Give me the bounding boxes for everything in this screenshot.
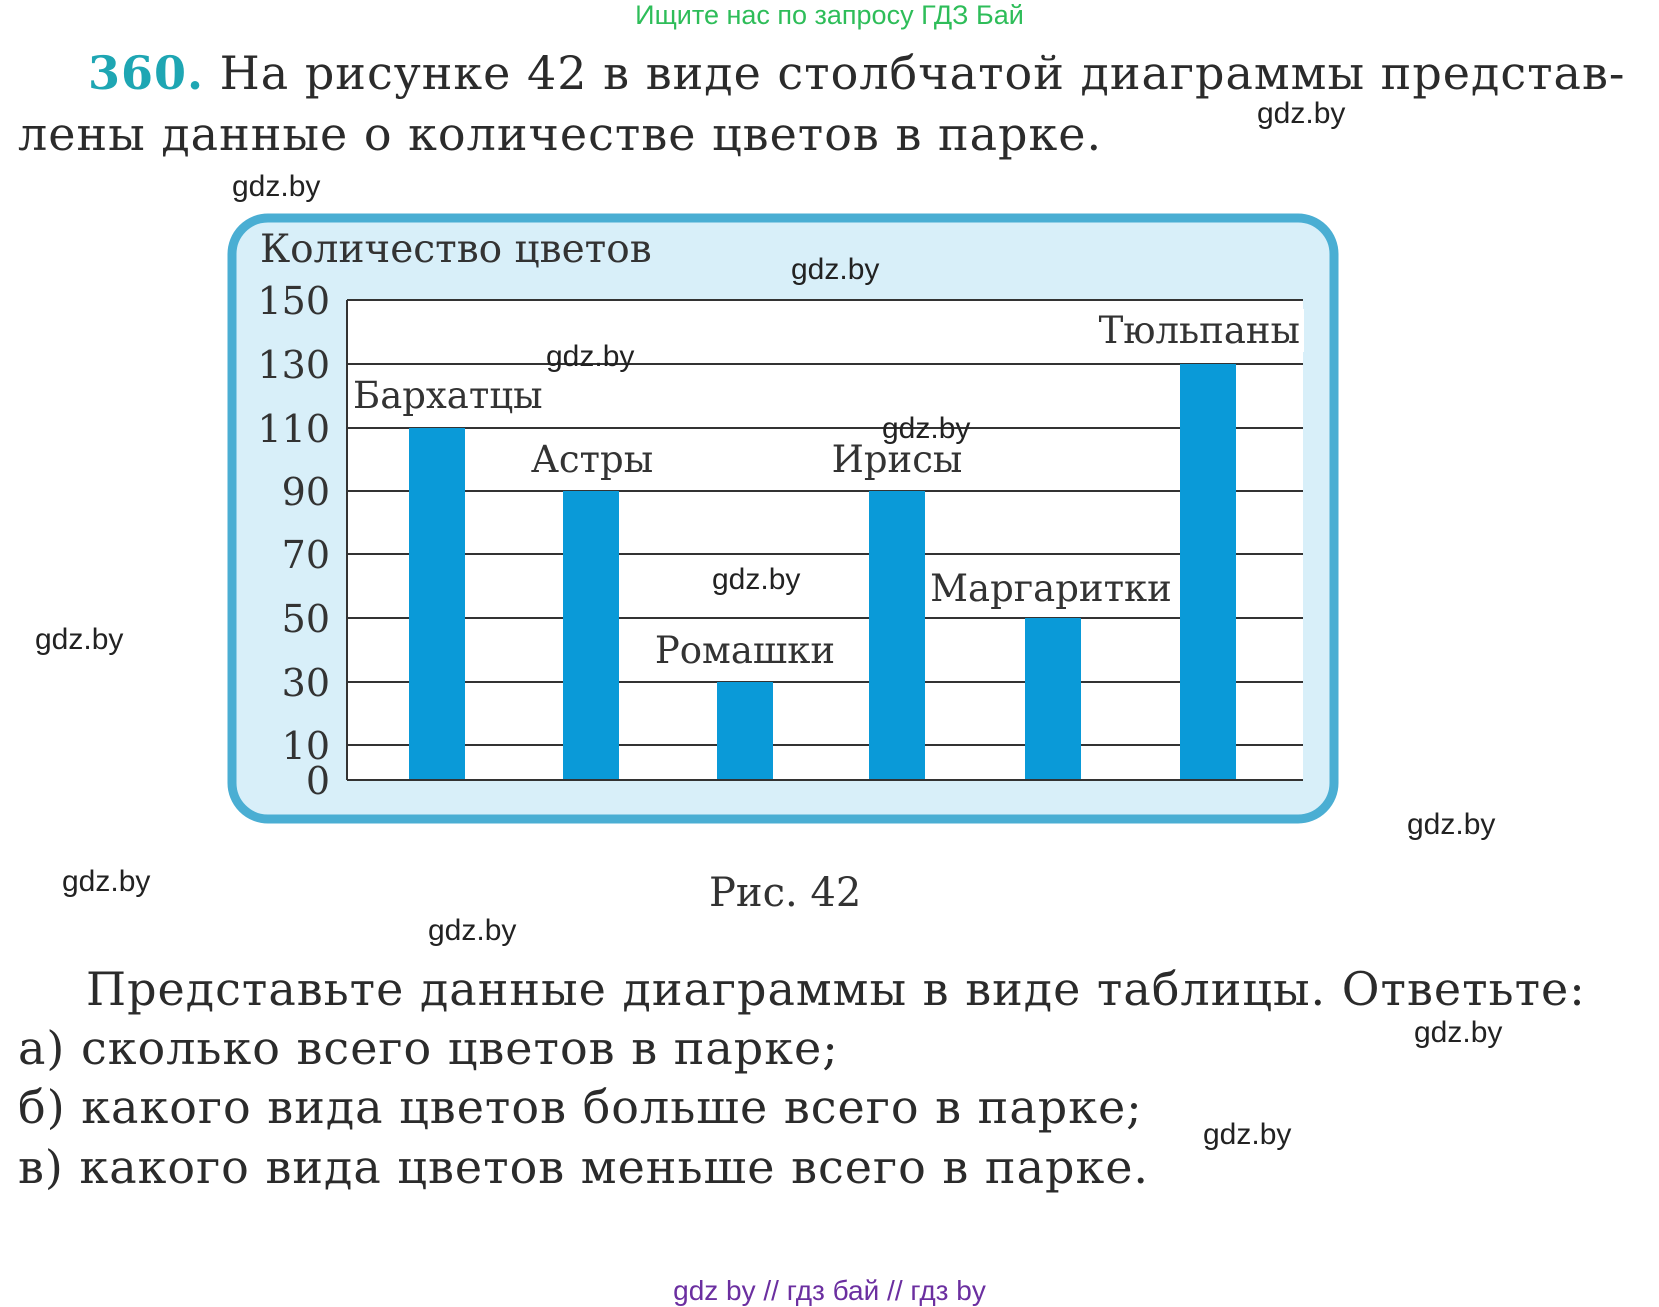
task-number: 360.	[88, 46, 205, 100]
bar-label: Тюльпаны	[1099, 309, 1300, 352]
task-text-line-2: лены данные о количестве цветов в парке.	[18, 107, 1103, 161]
bar-label-background	[1094, 309, 1304, 352]
y-tick-label: 130	[257, 343, 330, 387]
plot-area	[347, 300, 1303, 780]
y-tick-label: 90	[282, 470, 330, 514]
bar-label-background	[827, 438, 967, 481]
bar	[563, 491, 619, 779]
y-tick-label: 0	[306, 759, 330, 803]
footer-links: gdz by // гдз бай // гдз by	[673, 1275, 986, 1306]
question-c: в) какого вида цветов меньше всего в пар…	[18, 1140, 1150, 1194]
bar	[1180, 364, 1236, 779]
watermark: gdz.by	[1203, 1118, 1292, 1151]
question-b: б) какого вида цветов больше всего в пар…	[18, 1080, 1143, 1134]
bar-label-background	[526, 438, 658, 481]
bar-label: Маргаритки	[930, 567, 1172, 610]
bar	[1025, 618, 1081, 779]
question-intro: Представьте данные диаграммы в виде табл…	[86, 962, 1586, 1016]
bars	[409, 364, 1236, 779]
bar	[869, 491, 925, 779]
figure-caption: Рис. 42	[709, 870, 862, 916]
watermark: gdz.by	[428, 914, 517, 947]
bar-label-background	[650, 629, 840, 672]
watermark: gdz.by	[232, 170, 321, 203]
y-tick-label: 30	[282, 661, 330, 705]
chart-title: Количество цветов	[260, 227, 652, 272]
watermark: gdz.by	[62, 865, 151, 898]
watermark: gdz.by	[1414, 1016, 1503, 1049]
bar-label-background	[926, 567, 1176, 610]
y-tick-label: 70	[282, 533, 330, 577]
y-tick-label: 50	[282, 597, 330, 641]
watermark: gdz.by	[712, 563, 801, 596]
y-tick-label: 150	[257, 279, 330, 323]
question-a: а) сколько всего цветов в парке;	[18, 1021, 839, 1075]
gridlines	[346, 299, 1303, 781]
watermark: gdz.by	[1257, 97, 1346, 130]
bar-label: Ромашки	[655, 629, 835, 672]
watermark: gdz.by	[1407, 808, 1496, 841]
bar-labels: Бархатцы Астры Ромашки Ирисы Маргаритки Тюльп…	[349, 309, 1304, 672]
watermark: gdz.by	[882, 412, 971, 445]
y-tick-label: 10	[282, 724, 330, 768]
bar-label: Бархатцы	[353, 374, 543, 417]
bar	[717, 682, 773, 779]
task-text-line-1: На рисунке 42 в виде столбчатой диаграмм…	[219, 46, 1626, 100]
bar-label: Астры	[531, 438, 653, 481]
bar-label-background	[349, 374, 547, 417]
search-hint-banner: Ищите нас по запросу ГДЗ Бай	[635, 0, 1024, 30]
watermark: gdz.by	[35, 623, 124, 656]
bar-label: Ирисы	[832, 438, 963, 481]
y-tick-label: 110	[257, 407, 330, 451]
y-tick-labels: 150 130 110 90 70 50 30 100	[257, 279, 330, 803]
watermark: gdz.by	[546, 340, 635, 373]
watermark: gdz.by	[791, 253, 880, 286]
task-statement-line-1: 360. На рисунке 42 в виде столбчатой диа…	[88, 46, 1625, 100]
bar	[409, 428, 465, 779]
